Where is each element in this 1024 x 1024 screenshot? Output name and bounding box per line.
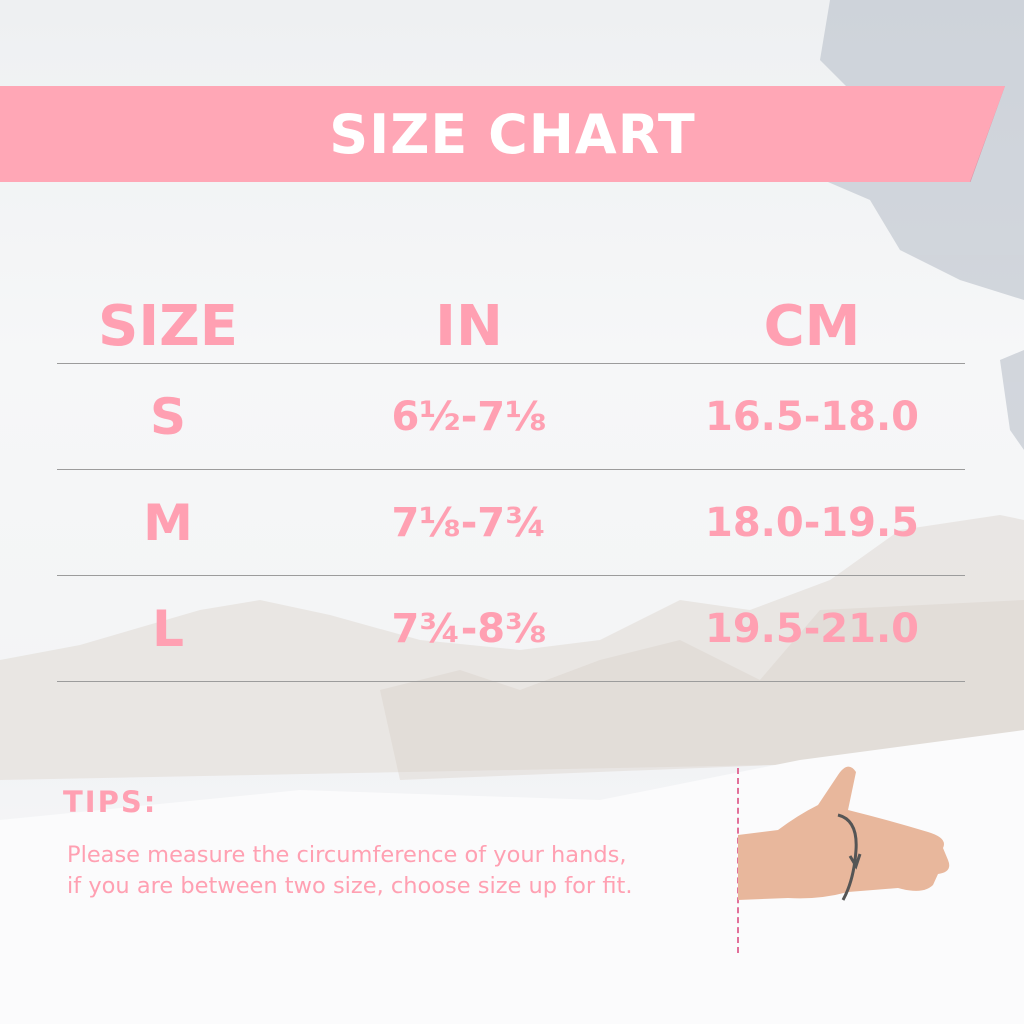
title-banner: SIZE CHART (0, 86, 1005, 182)
tips-heading: TIPS: (63, 785, 158, 819)
inch-cell: 7⅛-7¾ (391, 499, 547, 546)
header-in: IN (435, 294, 503, 359)
size-table: SIZE IN CM S 6½-7⅛ 16.5-18.0 M 7⅛-7¾ 18.… (57, 290, 965, 682)
size-cell: S (149, 387, 186, 446)
inch-cell: 6½-7⅛ (391, 393, 547, 440)
hand-measurement-icon (738, 766, 950, 901)
tips-line-2: if you are between two size, choose size… (67, 873, 633, 899)
cm-cell: 19.5-21.0 (705, 605, 919, 652)
cm-cell: 16.5-18.0 (705, 393, 919, 440)
page-title: SIZE CHART (329, 102, 696, 166)
table-header-row: SIZE IN CM (57, 290, 965, 364)
header-size: SIZE (97, 294, 239, 359)
table-row: M 7⅛-7¾ 18.0-19.5 (57, 470, 965, 576)
header-cm: CM (763, 294, 861, 359)
table-row: S 6½-7⅛ 16.5-18.0 (57, 364, 965, 470)
table-row: L 7¾-8⅜ 19.5-21.0 (57, 576, 965, 682)
tips-line-1: Please measure the circumference of your… (67, 842, 627, 868)
tips-text: Please measure the circumference of your… (67, 840, 632, 902)
size-cell: L (152, 599, 184, 658)
inch-cell: 7¾-8⅜ (391, 605, 547, 652)
size-cell: M (143, 493, 193, 552)
cm-cell: 18.0-19.5 (705, 499, 919, 546)
